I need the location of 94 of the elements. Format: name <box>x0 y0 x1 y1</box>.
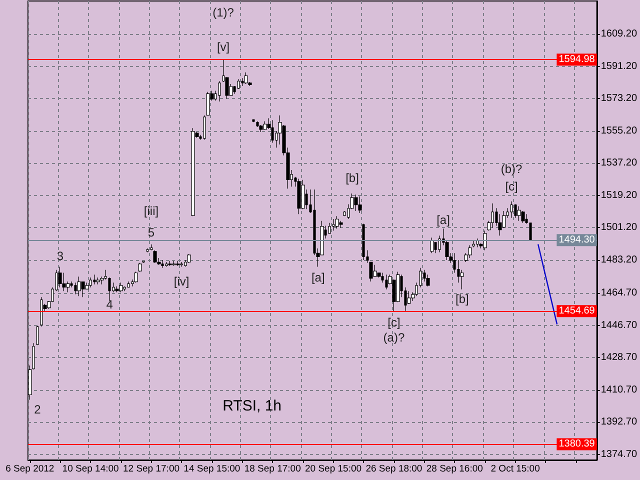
y-tick-label: 1410.70 <box>600 384 638 396</box>
y-tick-label: 1609.20 <box>600 28 638 40</box>
annotation: [b] <box>346 170 359 185</box>
candlestick <box>476 238 479 248</box>
y-tick-label: 1519.20 <box>600 190 638 201</box>
candlestick <box>40 296 43 327</box>
candlestick <box>146 248 149 253</box>
candlestick <box>335 216 339 229</box>
candlestick <box>483 230 487 251</box>
candlestick <box>491 203 494 228</box>
candlestick <box>150 244 153 251</box>
candlestick <box>191 128 195 216</box>
y-tick-label: 1591.20 <box>600 60 638 72</box>
annotation: (1)? <box>212 6 234 20</box>
candlestick <box>358 196 362 214</box>
candlestick <box>161 260 164 268</box>
candlestick <box>138 262 142 272</box>
candlestick <box>252 118 255 122</box>
ref-line-label: 1454.69 <box>558 306 596 317</box>
ref-line-label: 1380.39 <box>558 438 596 450</box>
candlestick <box>165 262 168 268</box>
candlestick <box>180 262 183 268</box>
candlestick <box>218 80 221 102</box>
text: RTSI, 1h <box>222 398 282 415</box>
y-tick-label: 1464.70 <box>600 288 638 299</box>
candlestick <box>142 260 145 264</box>
annotation: [v] <box>216 40 230 54</box>
candlestick <box>172 260 176 266</box>
candlestick <box>127 281 130 288</box>
candlestick <box>354 194 358 212</box>
candlestick <box>134 272 138 283</box>
candlestick <box>203 115 206 140</box>
annotation: [b] <box>456 292 469 306</box>
annotation: [iii] <box>144 204 159 218</box>
y-tick-label: 1428.70 <box>600 352 638 364</box>
x-tick-label: 2 Oct 15:00 <box>490 464 540 474</box>
candlestick <box>206 92 210 116</box>
candlestick <box>472 240 475 248</box>
x-tick-label: 10 Sep 14:00 <box>62 464 119 474</box>
candlestick <box>32 342 35 370</box>
ref-line-label: 1494.30 <box>558 234 596 246</box>
y-tick-label: 1483.20 <box>600 254 638 266</box>
candlestick <box>176 260 180 266</box>
annotation: [a] <box>311 270 325 285</box>
x-tick-label: 6 Sep 2012 <box>6 464 54 474</box>
y-tick-label: 1537.20 <box>600 158 638 169</box>
candlestick <box>36 325 39 346</box>
x-tick-label: 28 Sep 16:00 <box>426 464 483 474</box>
y-tick-label: 1573.20 <box>600 93 638 104</box>
y-tick-label: 1446.70 <box>600 320 638 331</box>
candlestick <box>430 237 434 254</box>
annotation: 4 <box>106 297 114 312</box>
candlestick <box>153 250 157 264</box>
annotation: [c] <box>505 180 518 194</box>
annotation: (a)? <box>383 330 405 344</box>
candlestick <box>259 124 263 132</box>
y-tick-label: 1501.20 <box>600 222 638 234</box>
y-tick-label: 1374.70 <box>600 448 638 460</box>
candlestick <box>96 277 100 285</box>
annotation: [iv] <box>174 274 190 288</box>
y-tick-label: 1555.20 <box>600 125 638 136</box>
candlestick <box>187 254 191 264</box>
candlestick <box>168 260 172 266</box>
candlestick <box>119 282 123 293</box>
candlestick <box>468 244 472 258</box>
annotation: (b)? <box>500 162 523 176</box>
candlestick <box>89 277 92 288</box>
candlestick <box>58 266 62 288</box>
candlestick <box>362 223 365 260</box>
candlestick <box>332 218 335 231</box>
candlestick <box>244 72 248 84</box>
candlestick <box>271 120 274 144</box>
annotation: 2 <box>34 402 42 417</box>
candlestick <box>517 206 521 222</box>
x-tick-label: 18 Sep 17:00 <box>244 464 301 474</box>
annotation: 5 <box>148 226 155 240</box>
annotation: [c] <box>388 315 400 330</box>
candlestick <box>297 178 301 214</box>
ref-line-label: 1594.98 <box>558 54 596 66</box>
candlestick <box>93 274 96 285</box>
x-tick-label: 20 Sep 15:00 <box>305 464 362 474</box>
y-tick-label: 1392.70 <box>600 416 638 428</box>
candlestick <box>514 204 517 218</box>
annotation: 3 <box>56 249 64 264</box>
candlestick <box>426 274 430 287</box>
candlestick <box>385 274 388 290</box>
x-tick-label: 26 Sep 18:00 <box>366 464 422 474</box>
annotation: [a] <box>436 212 450 227</box>
candlestick <box>263 120 267 130</box>
candlestick <box>115 286 119 293</box>
candlestick <box>510 201 513 218</box>
x-tick-label: 12 Sep 17:00 <box>122 464 180 474</box>
x-tick-label: 14 Sep 15:00 <box>184 464 240 474</box>
candlestick <box>77 276 81 296</box>
